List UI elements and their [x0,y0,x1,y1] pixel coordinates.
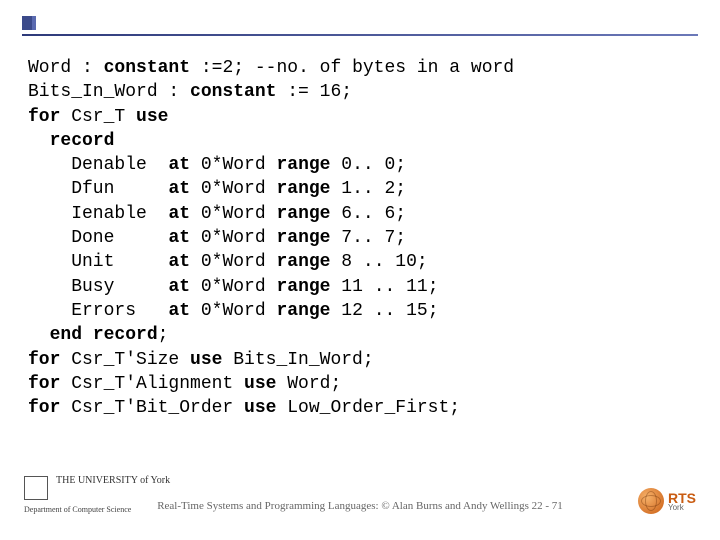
accent-block [22,16,32,30]
globe-icon [638,488,664,514]
code-block: Word : constant :=2; --no. of bytes in a… [28,56,692,420]
rts-logo: RTS York [638,488,696,514]
york-crest-icon [24,476,48,500]
york-university-text: THE UNIVERSITY of York [56,476,170,486]
footer-center-text: Real-Time Systems and Programming Langua… [0,500,720,512]
horizontal-rule [22,34,698,36]
rts-text-block: RTS York [668,491,696,512]
slide: Word : constant :=2; --no. of bytes in a… [0,0,720,540]
footer: THE UNIVERSITY of York Department of Com… [0,484,720,528]
